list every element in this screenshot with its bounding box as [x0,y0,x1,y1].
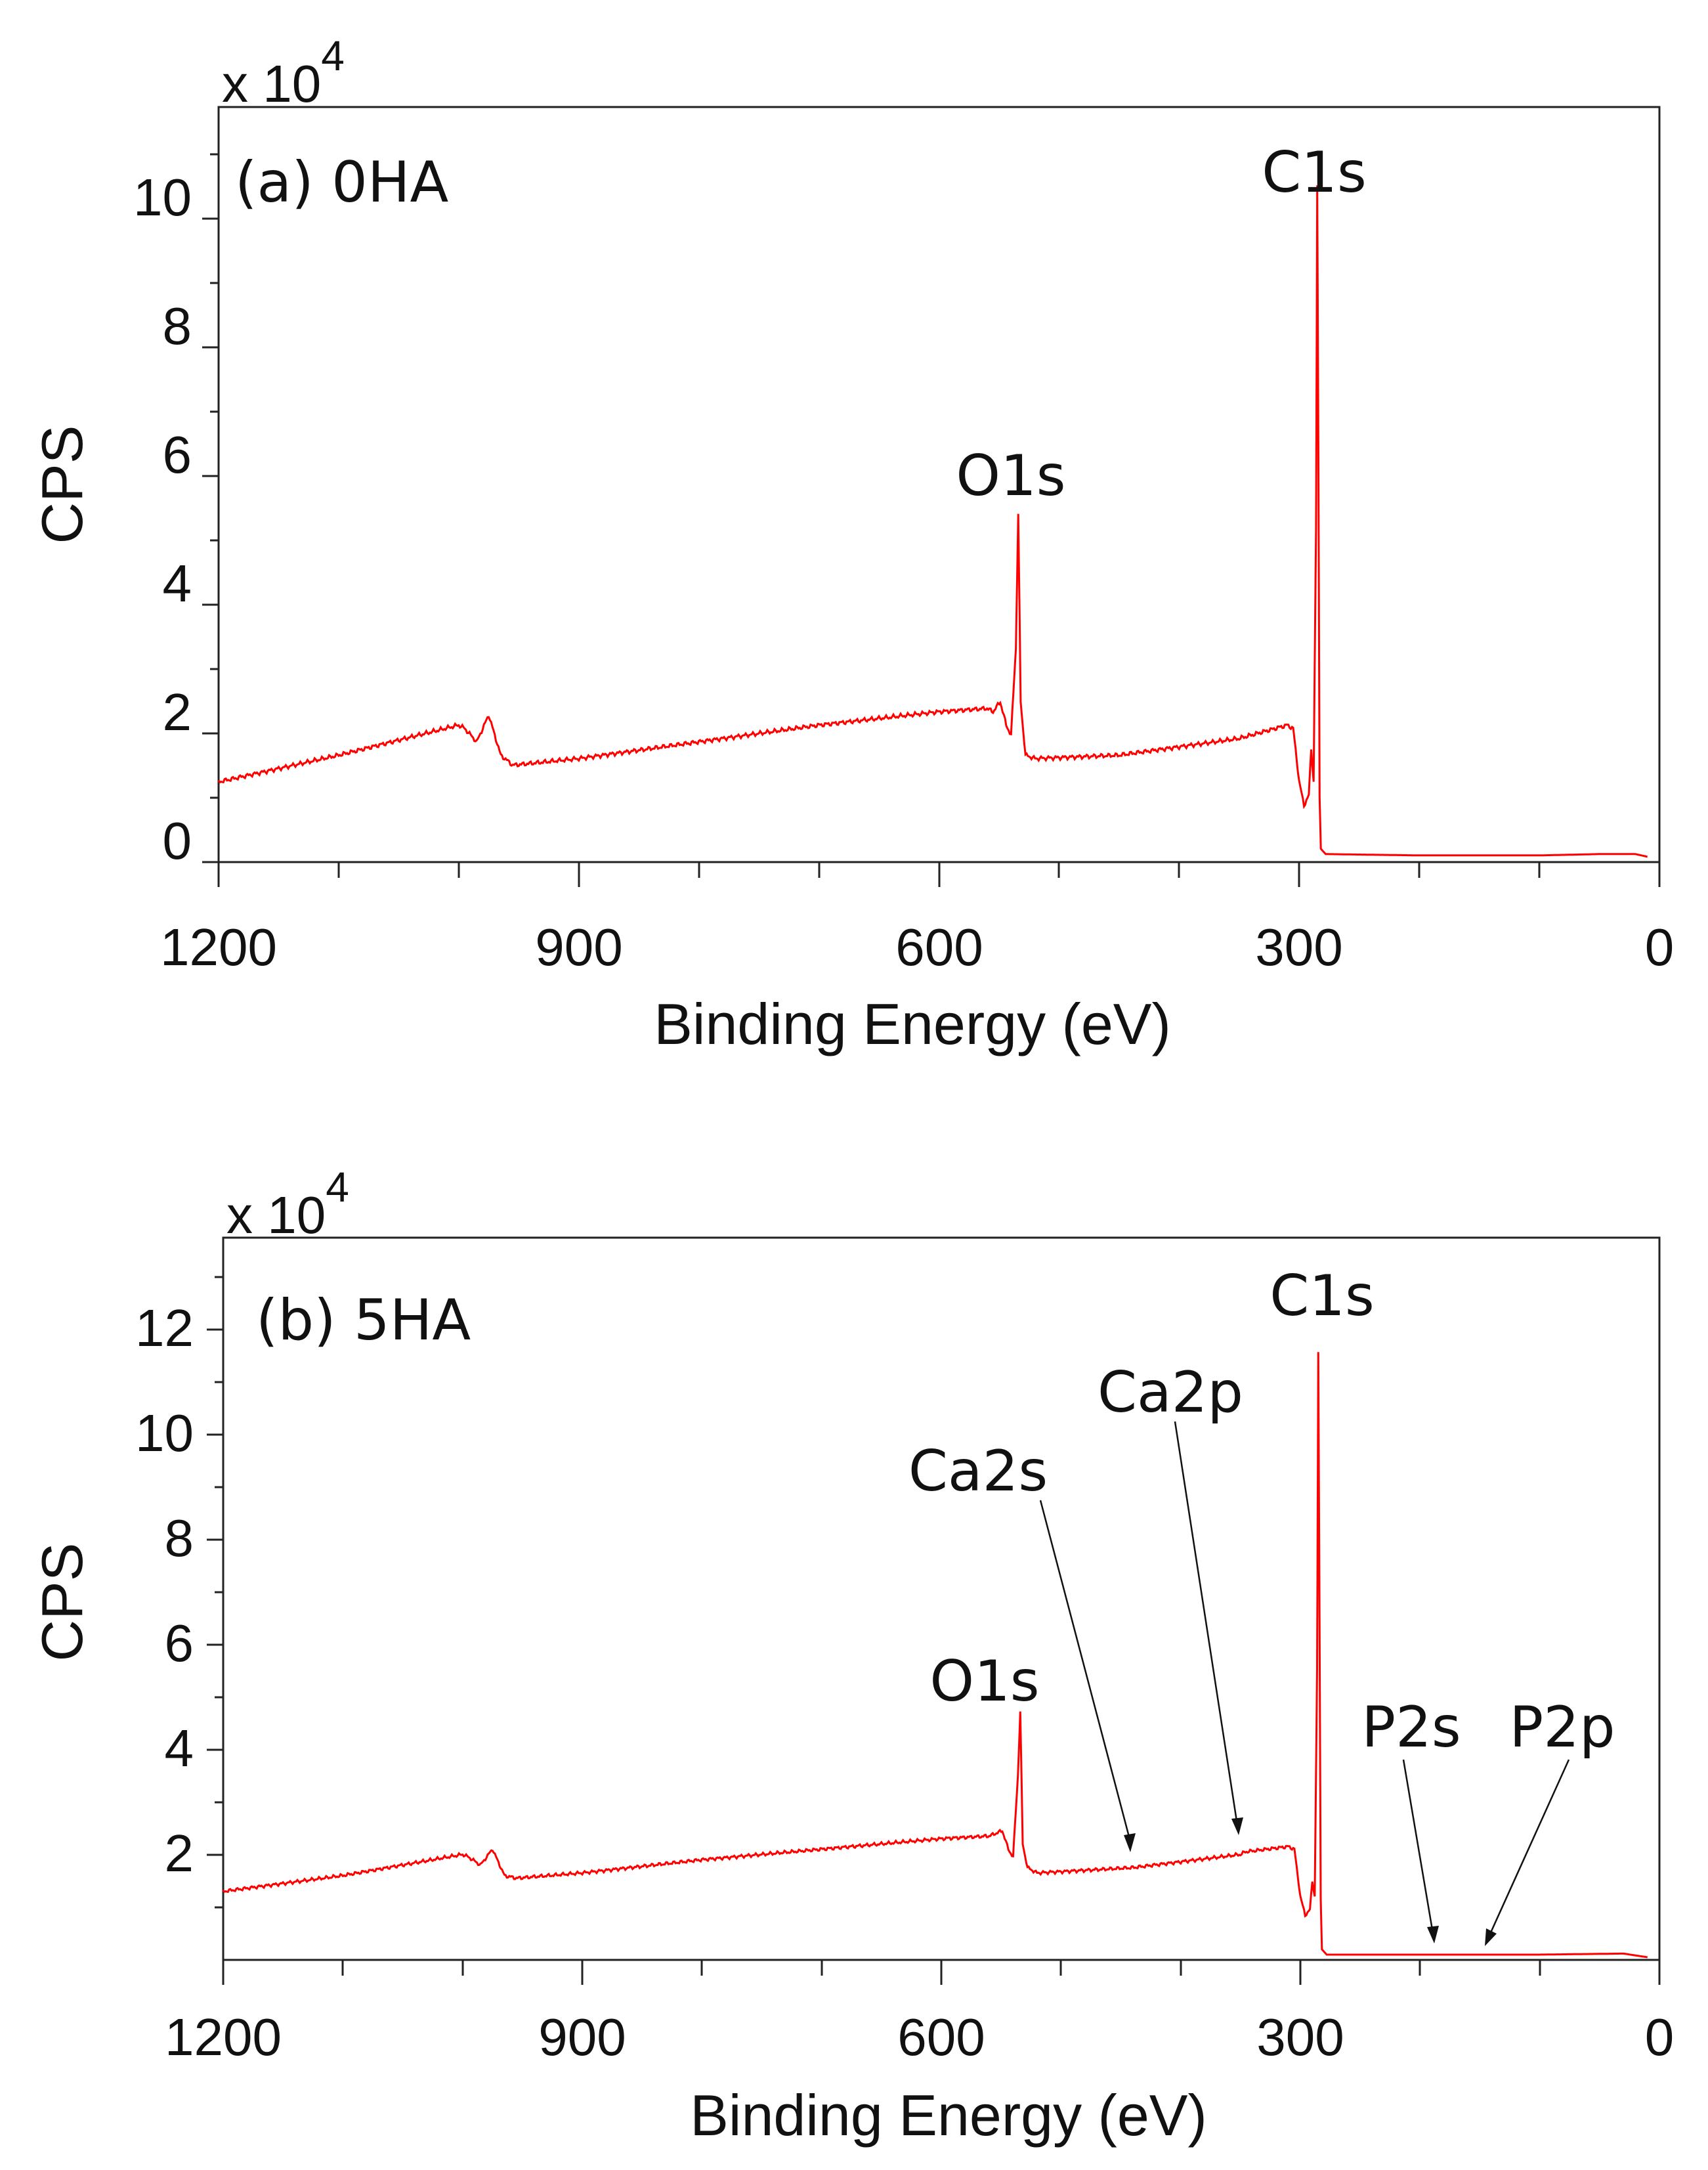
panel-a-x-tick-label: 0 [1645,918,1675,976]
panel-a-y-tick-label: 4 [163,554,192,613]
panel-a-x-ticks [217,862,1661,887]
panel-b-x-tick-labels: 1200 900 600 300 0 [165,2008,1674,2066]
panel-b-y-tick-label: 12 [135,1299,194,1357]
panel-a-y-multiplier: x 104 [222,32,345,113]
panel-a-peak-label-o1s: O1s [956,443,1065,509]
panel-a-y-tick-label: 10 [133,168,192,227]
panel-b-peak-label-ca2p: Ca2p [1098,1360,1243,1425]
panel-b-y-tick-label: 8 [165,1509,194,1567]
panel-a-x-tick-label: 600 [895,918,983,976]
panel-b-y-tick-label: 2 [165,1824,194,1882]
panel-b-y-tick-label: 6 [165,1614,194,1672]
panel-b-arrow-p2p [1487,1759,1570,1938]
panel-a-spectrum-line [217,185,1648,858]
panel-b-arrowhead-ca2s [1124,1833,1136,1852]
panel-a-y-tick-label: 2 [163,683,192,741]
panel-b-peak-label-p2p: P2p [1509,1695,1615,1760]
panel-b-x-tick-label: 1200 [165,2008,282,2066]
panel-b-arrow-p2s [1402,1759,1434,1934]
panel-b-x-axis-title: Binding Energy (eV) [690,2083,1207,2148]
panel-b-y-ticks [207,1276,223,1909]
panel-b-y-tick-labels: 2 4 6 8 10 12 [135,1299,194,1882]
panel-b-y-axis-title: CPS [30,1543,95,1662]
panel-b-peak-label-ca2s: Ca2s [908,1439,1048,1504]
panel-a-x-tick-label: 1200 [160,918,277,976]
panel-a-plot-frame [217,106,1661,863]
panel-b-peak-label-p2s: P2s [1361,1695,1461,1760]
panel-b-x-tick-label: 900 [538,2008,626,2066]
panel-b-x-tick-label: 600 [897,2008,985,2066]
panel-a-peak-label-c1s: C1s [1262,140,1367,206]
panel-b-arrowhead-ca2p [1231,1817,1243,1835]
panel-b-spectrum-line [222,1352,1648,1959]
panel-a-y-tick-label: 6 [163,425,192,484]
panel-b-arrowhead-p2p [1485,1928,1497,1946]
panel-a-y-tick-label: 8 [163,297,192,355]
panel-a-x-tick-label: 300 [1255,918,1342,976]
panel-a-y-tick-labels: 0 2 4 6 8 10 [133,168,192,870]
panel-a-label: (a) 0HA [235,150,449,215]
panel-b-arrowhead-p2s [1427,1926,1439,1943]
panel-b-arrow-ca2p [1174,1421,1239,1826]
panel-a-y-axis-title: CPS [30,425,95,544]
panel-b-peak-label-c1s: C1s [1270,1263,1375,1329]
panel-b-y-multiplier: x 104 [226,1163,349,1244]
panel-a-x-tick-labels: 1200 900 600 300 0 [160,918,1674,976]
panel-b-x-tick-label: 300 [1256,2008,1344,2066]
panel-a-y-ticks [202,153,219,863]
panel-a-y-tick-label: 0 [163,812,192,870]
panel-b-label: (b) 5HA [256,1288,471,1353]
panel-b-peak-label-o1s: O1s [929,1649,1039,1714]
panel-b-x-ticks [222,1960,1661,1985]
panel-a: 1200 900 600 300 0 0 2 4 6 8 10 x 104 Bi… [30,32,1674,1056]
panel-b-arrow-ca2s [1039,1500,1132,1842]
panel-b: 1200 900 600 300 0 2 4 6 8 10 12 x 104 B… [30,1163,1674,2148]
panel-b-y-tick-label: 10 [135,1404,194,1462]
panel-a-x-axis-title: Binding Energy (eV) [654,991,1171,1056]
panel-b-x-tick-label: 0 [1645,2008,1675,2066]
panel-b-y-tick-label: 4 [165,1719,194,1777]
panel-a-x-tick-label: 900 [535,918,622,976]
